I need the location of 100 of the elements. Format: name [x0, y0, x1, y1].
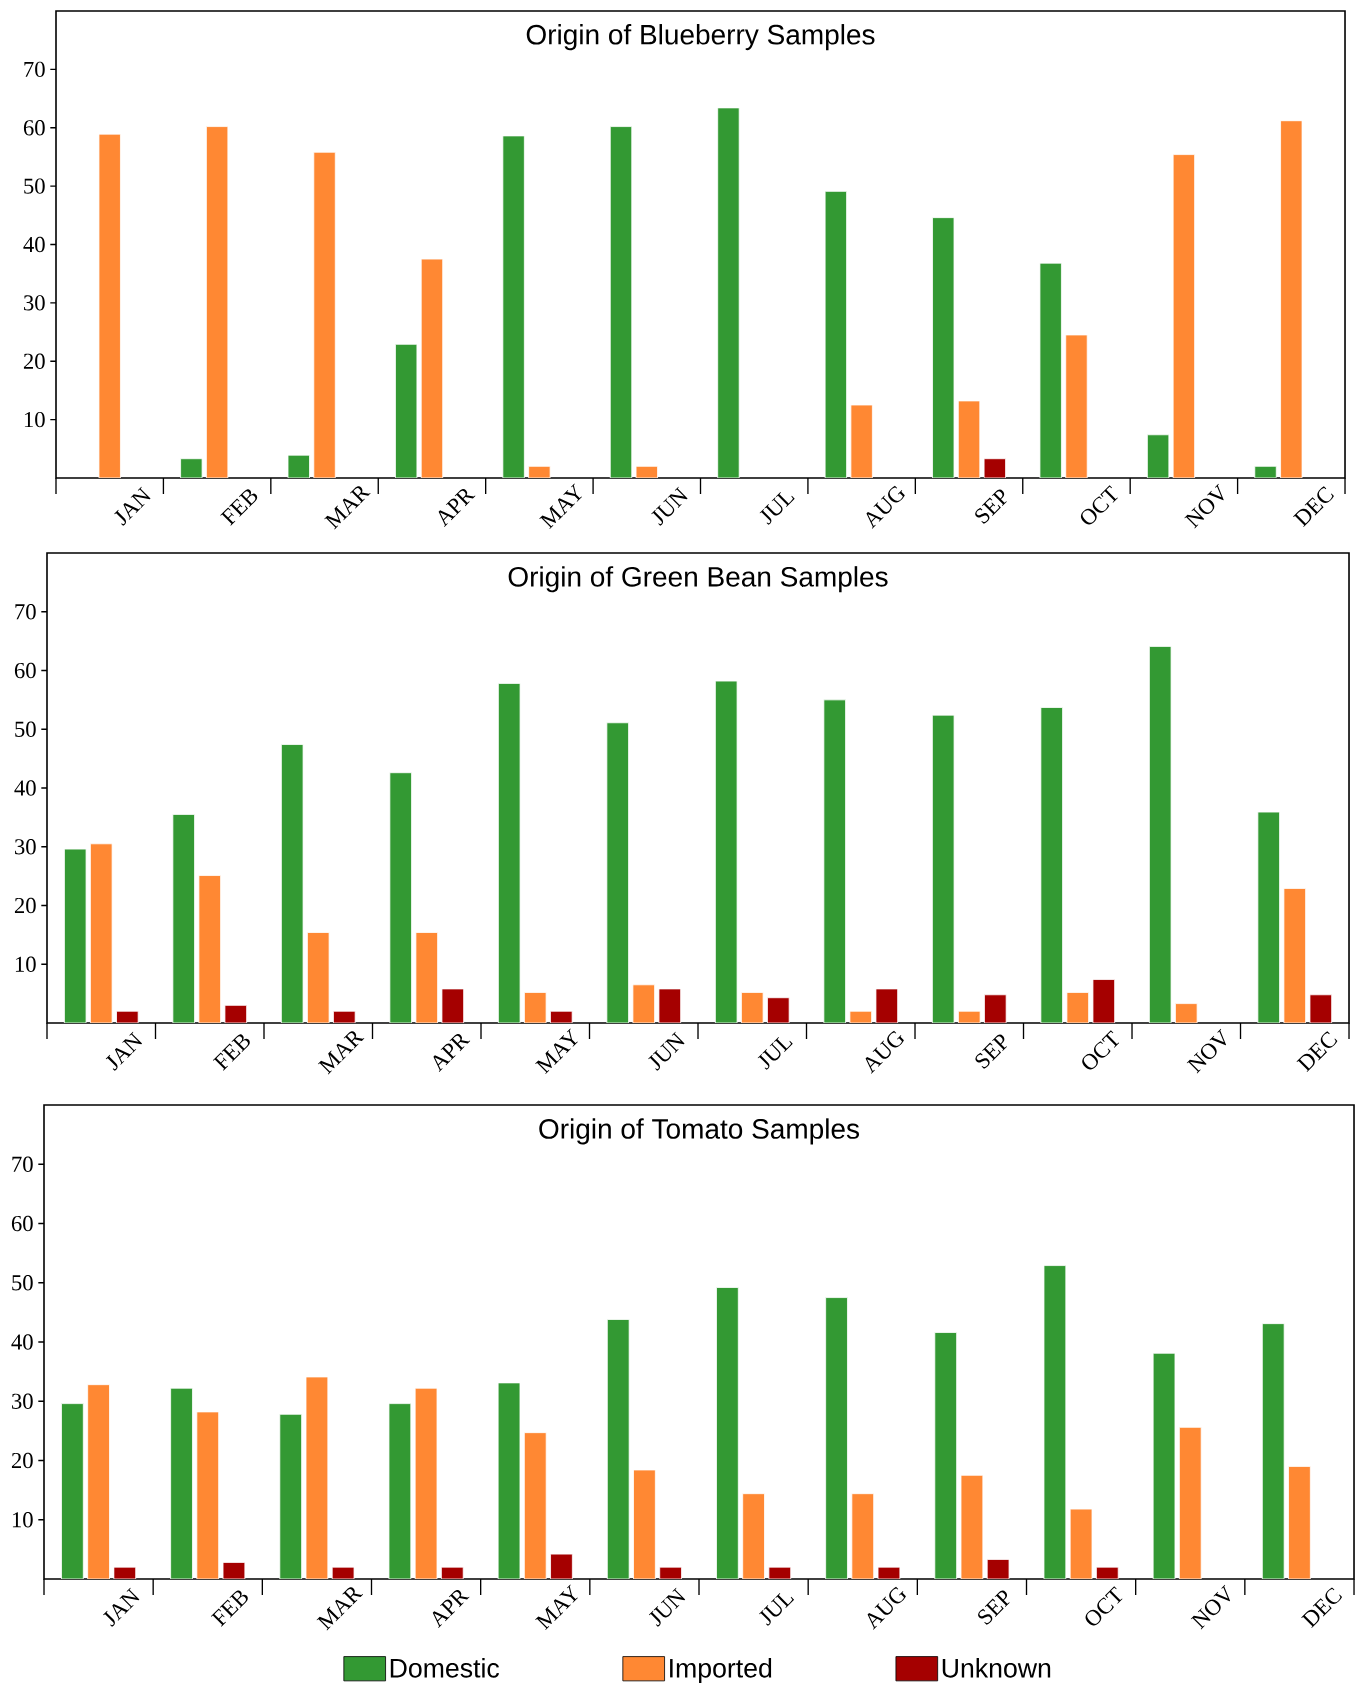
x-tick-label: SEP	[975, 1034, 1007, 1069]
y-tick-label: 60	[11, 1215, 33, 1232]
x-tick-label: JUL	[757, 1037, 793, 1070]
bar	[287, 454, 310, 478]
bar	[172, 814, 195, 1023]
bar	[823, 699, 846, 1023]
bar	[850, 404, 873, 478]
bar	[415, 932, 438, 1023]
y-tick-label: 20	[23, 353, 45, 369]
y-tick-label: 10	[24, 411, 45, 428]
bar	[307, 932, 330, 1023]
bar	[280, 744, 304, 1023]
bar	[1280, 120, 1303, 478]
y-tick-label: 70	[12, 1156, 33, 1172]
bar	[205, 126, 229, 478]
bar	[716, 1287, 739, 1579]
bar	[98, 133, 121, 478]
bar	[1283, 888, 1307, 1023]
y-tick-label: 30	[12, 1393, 33, 1409]
bar	[633, 1469, 656, 1579]
bar	[1257, 811, 1280, 1023]
y-tick-label: 10	[15, 956, 36, 972]
y-tick-label: 40	[23, 236, 45, 253]
y-tick-label: 10	[12, 1512, 33, 1528]
legend-label: Unknown	[942, 1658, 1051, 1678]
bar	[1288, 1466, 1311, 1579]
x-tick-label: SEP	[975, 489, 1007, 524]
bar	[767, 997, 790, 1023]
bar	[313, 151, 336, 478]
bar	[87, 1384, 110, 1579]
y-tick-label: 70	[15, 604, 36, 620]
x-tick-label: APR	[432, 1589, 470, 1629]
bar	[523, 1432, 547, 1579]
bar	[714, 680, 738, 1023]
bar	[1146, 434, 1170, 478]
y-tick-label: 60	[14, 662, 36, 679]
bar	[1040, 707, 1063, 1023]
chart-title: Origin of Tomato Samples	[539, 1118, 860, 1145]
y-tick-label: 20	[14, 897, 36, 914]
bar	[1254, 465, 1277, 478]
x-tick-label: FEB	[210, 1590, 248, 1627]
bar	[934, 1332, 958, 1579]
x-tick-label: JUL	[759, 492, 795, 525]
legend-label: Imported	[670, 1658, 772, 1683]
y-tick-label: 30	[24, 295, 45, 311]
bar	[414, 1387, 438, 1579]
bar	[497, 683, 521, 1023]
x-tick-label: APR	[438, 488, 476, 528]
bar	[960, 1474, 984, 1579]
bar	[1066, 992, 1090, 1023]
y-tick-label: 70	[24, 61, 45, 78]
bar	[1039, 262, 1062, 478]
bar	[305, 1376, 329, 1579]
bar	[606, 722, 629, 1023]
bar	[849, 1010, 873, 1023]
bar	[61, 1403, 84, 1579]
bar	[1148, 646, 1172, 1023]
bar	[851, 1493, 875, 1579]
bar	[742, 1493, 765, 1579]
bar	[1069, 1508, 1093, 1579]
bar	[984, 994, 1007, 1023]
bar	[717, 107, 740, 478]
chart-title: Origin of Blueberry Samples	[526, 24, 875, 51]
bar	[609, 126, 633, 478]
bar	[198, 875, 221, 1023]
bar	[1043, 1265, 1067, 1579]
bar	[502, 135, 525, 478]
x-tick-label: FEB	[220, 489, 258, 526]
x-tick-label: APR	[433, 1033, 471, 1073]
bar	[1172, 154, 1196, 478]
bar	[1178, 1426, 1202, 1579]
bar	[825, 1297, 848, 1579]
bar	[63, 848, 87, 1023]
bar	[958, 1010, 981, 1023]
bar	[420, 258, 444, 478]
bar	[1261, 1323, 1285, 1579]
bar	[957, 400, 981, 478]
bar	[170, 1387, 193, 1579]
bar	[931, 714, 955, 1023]
y-tick-label: 50	[24, 178, 45, 194]
y-tick-label: 50	[12, 1275, 33, 1291]
bar	[524, 992, 547, 1023]
y-tick-label: 20	[11, 1452, 33, 1469]
bar	[90, 843, 113, 1023]
bar	[196, 1411, 220, 1579]
bar	[983, 458, 1006, 478]
x-tick-label: FEB	[212, 1034, 250, 1071]
bar	[389, 772, 412, 1023]
y-tick-label: 60	[23, 120, 45, 136]
bar	[279, 1413, 303, 1579]
chart-title: Origin of Green Bean Samples	[508, 566, 888, 593]
bar	[632, 984, 656, 1023]
y-tick-label: 40	[14, 780, 36, 796]
bar	[388, 1403, 412, 1579]
y-tick-label: 40	[11, 1334, 33, 1350]
bar	[606, 1319, 630, 1579]
x-tick-label: JUL	[758, 1593, 795, 1626]
bar	[741, 992, 764, 1023]
y-tick-label: 50	[15, 721, 36, 737]
bar	[180, 458, 203, 478]
